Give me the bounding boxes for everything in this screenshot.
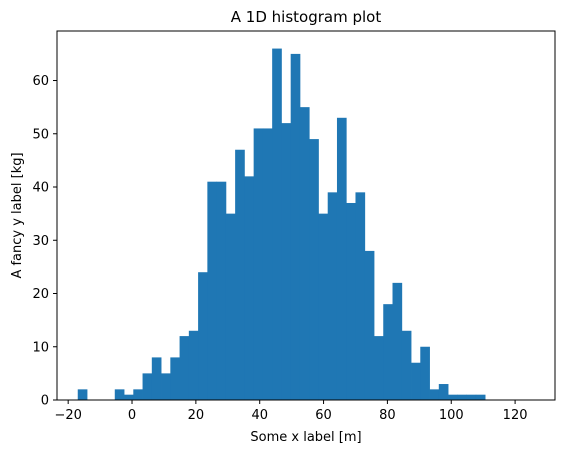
histogram-bar bbox=[336, 117, 347, 400]
histogram-bar bbox=[133, 389, 143, 400]
histogram-bar bbox=[179, 336, 190, 400]
x-tick-label: −20 bbox=[54, 408, 81, 423]
histogram-bar bbox=[438, 384, 449, 400]
y-tick-label: 20 bbox=[32, 287, 49, 302]
histogram-bar bbox=[475, 394, 486, 400]
histogram-bar bbox=[327, 192, 338, 400]
y-tick-label: 30 bbox=[32, 234, 49, 249]
histogram-bar bbox=[262, 128, 273, 400]
x-tick-label: 80 bbox=[379, 408, 396, 423]
histogram-bar bbox=[235, 149, 245, 400]
histogram-bar bbox=[392, 282, 403, 400]
x-tick-label: 20 bbox=[188, 408, 205, 423]
y-tick-label: 40 bbox=[32, 181, 49, 196]
histogram-bar bbox=[290, 53, 301, 401]
histogram-bar bbox=[124, 394, 134, 400]
plot-frame bbox=[56, 30, 556, 401]
histogram-bar bbox=[281, 123, 292, 401]
histogram-bar bbox=[151, 357, 162, 400]
ticks-layer: −20 0 20 40 60 80 100 120 0 10 20 30 40 50 60 bbox=[32, 74, 527, 423]
chart-title: A 1D histogram plot bbox=[231, 8, 382, 26]
histogram-bar bbox=[411, 362, 421, 400]
bars-layer bbox=[77, 48, 486, 401]
x-tick-label: 120 bbox=[503, 408, 528, 423]
y-tick-label: 60 bbox=[32, 74, 49, 89]
histogram-bar bbox=[355, 192, 366, 400]
histogram-bar bbox=[299, 107, 310, 400]
x-tick-label: 100 bbox=[439, 408, 464, 423]
y-tick-label: 0 bbox=[41, 394, 49, 409]
histogram-bar bbox=[198, 272, 208, 400]
histogram-bar bbox=[466, 394, 477, 400]
histogram-bar bbox=[457, 394, 467, 400]
y-axis-label: A fancy y label [kg] bbox=[10, 152, 25, 278]
histogram-bar bbox=[77, 389, 88, 400]
histogram-bar bbox=[170, 357, 180, 400]
histogram-bar bbox=[420, 346, 430, 400]
histogram-bar bbox=[448, 394, 458, 400]
histogram-bar bbox=[114, 389, 125, 400]
histogram-bar bbox=[225, 213, 236, 400]
x-axis-label: Some x label [m] bbox=[250, 430, 361, 445]
x-tick-label: 60 bbox=[315, 408, 332, 423]
histogram-bar bbox=[244, 176, 255, 400]
histogram-bar bbox=[318, 213, 329, 400]
histogram-bar bbox=[383, 304, 393, 400]
y-tick-label: 10 bbox=[32, 340, 49, 355]
y-tick-label: 50 bbox=[32, 127, 49, 142]
histogram-bar bbox=[346, 202, 356, 400]
histogram-bar bbox=[216, 181, 227, 400]
x-tick-label: 0 bbox=[128, 408, 136, 423]
histogram-bar bbox=[188, 330, 199, 400]
histogram-bar bbox=[429, 389, 440, 400]
histogram-bar bbox=[374, 336, 384, 400]
histogram-bar bbox=[142, 373, 153, 400]
histogram-bar bbox=[253, 128, 264, 400]
histogram-bar bbox=[364, 250, 375, 400]
histogram-bar bbox=[161, 373, 171, 400]
histogram-bar bbox=[207, 181, 218, 400]
histogram-bar bbox=[309, 139, 319, 400]
x-tick-label: 40 bbox=[251, 408, 268, 423]
histogram-bar bbox=[401, 330, 412, 400]
histogram-bar bbox=[272, 48, 282, 400]
